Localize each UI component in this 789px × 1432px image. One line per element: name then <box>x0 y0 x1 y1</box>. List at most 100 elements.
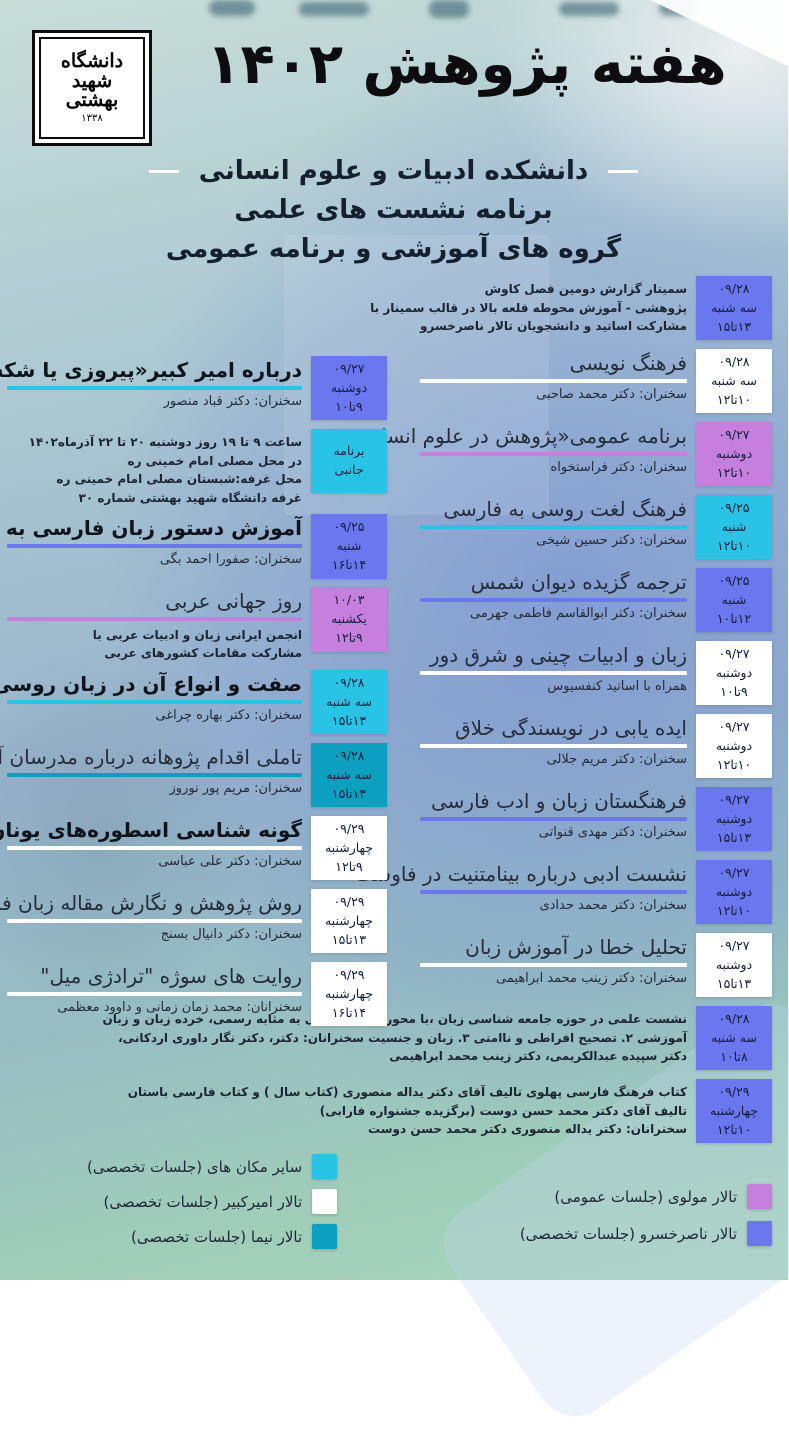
session-title: تحلیل خطا در آموزش زبان <box>466 935 688 959</box>
speaker-line: سخنران: دکتر زینب محمد ابراهیمی <box>497 971 688 986</box>
session-title: نشست ادبی درباره بینامتنیت در فاوست <box>355 862 688 886</box>
entry-body: نشست ادبی درباره بینامتنیت در فاوست سخنر… <box>355 860 688 913</box>
venue-underline <box>421 452 688 456</box>
session-entry: ۰۹/۲۷ دوشنبه ۹تا۱۰ زبان و ادبیات چینی و شر… <box>421 641 773 707</box>
entry-text-line: انجمن ایرانی زبان و ادبیات عربی با <box>93 627 303 642</box>
logo-year: ۱۳۳۸ <box>82 113 104 125</box>
entry-text-line: دکتر سپیده عبدالکریمی، دکتر زینب محمد اب… <box>390 1049 688 1064</box>
badge-line: ۰۹/۲۵ <box>719 573 751 588</box>
session-entry: ۱۰/۰۳ یکشنبه ۹تا۱۲ روز جهانی عربی انجمن ای… <box>8 587 388 663</box>
badge-line: ۰۹/۲۷ <box>334 361 366 376</box>
badge-line: ۱۴تا۱۶ <box>332 556 368 572</box>
badge-line: ۰۹/۲۸ <box>719 281 751 296</box>
badge-lines: برنامه جانبی <box>314 442 386 480</box>
badge-line: ۱۰تا۱۲ <box>717 537 753 553</box>
venue-underline <box>8 846 303 851</box>
badge-line: چهارشنبه <box>325 839 375 855</box>
session-title: روش پژوهش و نگارش مقاله زبان فرانسه <box>0 891 303 916</box>
badge-line: ۸تا۱۰ <box>721 1048 749 1064</box>
date-badge: ۰۹/۲۹ چهارشنبه ۱۴تا۱۶ <box>312 962 388 1027</box>
badge-line: ۰۹/۲۷ <box>719 792 751 807</box>
date-badge: ۰۹/۲۷ دوشنبه ۱۰تا۱۲ <box>697 422 773 487</box>
badge-lines: ۰۹/۲۵ شنبه ۱۴تا۱۶ <box>314 518 386 574</box>
badge-line: ۱۰تا۱۲ <box>717 391 753 407</box>
date-badge: ۰۹/۲۸ سه شنبه ۱۳تا۱۵ <box>312 743 388 808</box>
legend-item: تالار مولوی (جلسات عمومی) <box>555 1184 773 1209</box>
entry-text-line: کتاب فرهنگ فارسی پهلوی تالیف آقای دکتر ی… <box>128 1085 688 1099</box>
session-entry: ۰۹/۲۷ دوشنبه ۱۰تا۱۲ ایده یابی در نویسندگی … <box>421 714 773 780</box>
date-badge: برنامه جانبی <box>312 429 388 493</box>
legend-swatch-nima-hall <box>313 1224 339 1249</box>
subtitle-line-2: برنامه نشست های علمی <box>235 195 554 225</box>
date-badge: ۰۹/۲۵ شنبه ۱۰تا۱۲ <box>697 495 773 560</box>
badge-line: سه شنبه <box>327 693 373 709</box>
badge-line: ۹تا۱۰ <box>721 683 749 699</box>
entry-text-line: سخنرانان: دکتر یداله منصوری دکتر محمد حس… <box>369 1122 688 1137</box>
session-entry: ۰۹/۲۷ دوشنبه ۹تا۱۰ درباره امیر کبیر«پیروزی… <box>0 356 388 422</box>
dash-decoration <box>609 170 640 173</box>
entry-lines: ساعت ۹ تا ۱۹ روز دوشنبه ۲۰ تا ۲۲ آذرماه۱… <box>8 431 303 507</box>
date-badge: ۰۹/۲۷ دوشنبه ۱۰تا۱۲ <box>697 714 773 779</box>
session-title: ایده یابی در نویسندگی خلاق <box>456 716 688 740</box>
speaker-line: همراه با اساتید کنفسیوس <box>548 679 688 694</box>
session-title: فرهنگ لغت روسی به فارسی <box>444 497 688 521</box>
badge-line: دوشنبه <box>716 445 754 461</box>
session-entry: ۰۹/۲۷ دوشنبه ۱۰تا۱۲ برنامه عمومی«پژوهش در … <box>347 422 773 488</box>
subtitle-line-3: گروه های آموزشی و برنامه عمومی <box>166 234 623 264</box>
legend-swatch-naserkhosrow-hall <box>748 1221 773 1246</box>
legend-item: تالار امیرکبیر (جلسات تخصصی) <box>104 1189 339 1214</box>
badge-line: ۱۳تا۱۵ <box>332 712 368 728</box>
badge-line: ۱۳تا۱۵ <box>332 931 368 947</box>
badge-lines: ۰۹/۲۷ دوشنبه ۱۰تا۱۲ <box>699 718 771 774</box>
session-title: تاملی اقدام پژوهانه درباره مدرسان آزفا <box>0 745 303 770</box>
session-entry: ۰۹/۲۸ سه شنبه ۱۳تا۱۵ سمینار گزارش دومین فص… <box>371 276 773 342</box>
stage-light-blob <box>210 0 256 16</box>
venue-underline <box>421 379 688 383</box>
logo-text: شهید <box>72 69 114 92</box>
date-badge: ۰۹/۲۹ چهارشنبه ۱۳تا۱۵ <box>312 889 388 954</box>
speaker-line: سخنران: دکتر حسین شیخی <box>537 532 688 548</box>
badge-line: ۰۹/۲۸ <box>719 354 751 369</box>
badge-line: چهارشنبه <box>325 985 375 1001</box>
session-entry: ۰۹/۲۹ چهارشنبه ۱۴تا۱۶ روایت های سوژه "تراد… <box>8 962 388 1028</box>
badge-line: دوشنبه <box>716 810 754 826</box>
session-title: آموزش دستور زبان فارسی به غیر فارسی زبان… <box>0 516 303 541</box>
session-entry: ۰۹/۲۵ شنبه ۱۴تا۱۶ آموزش دستور زبان فارسی ب… <box>0 514 388 580</box>
session-entry: ۰۹/۲۹ چهارشنبه ۱۰تا۱۲ کتاب فرهنگ فارسی پهل… <box>128 1079 773 1145</box>
legend-swatch-molavi-hall <box>748 1184 773 1209</box>
entry-text-line: مشارکت اساتید و دانشجویان تالار ناصرخسرو <box>421 319 688 334</box>
entry-body: روز جهانی عربی انجمن ایرانی زبان و ادبیا… <box>8 587 303 663</box>
venue-underline <box>8 919 303 924</box>
venue-underline <box>421 671 688 675</box>
badge-line: سه شنبه <box>712 299 758 315</box>
speaker-line: سخنران: دکتر محمد صاحبی <box>537 387 688 402</box>
entry-body: فرهنگ لغت روسی به فارسی سخنران: دکتر حسی… <box>421 495 688 548</box>
date-badge: ۰۹/۲۹ چهارشنبه ۹تا۱۲ <box>312 816 388 881</box>
entry-text-line: محل غرفه:شبستان مصلی امام خمینی ره <box>57 472 303 487</box>
badge-line: ۰۹/۲۵ <box>719 500 751 515</box>
entry-body: درباره امیر کبیر«پیروزی یا شکست قاجاریه»… <box>0 356 303 409</box>
session-entry: ۰۹/۲۷ دوشنبه ۱۳تا۱۵ تحلیل خطا در آموزش زبا… <box>421 933 773 999</box>
session-entry: برنامه جانبی ساعت ۹ تا ۱۹ روز دوشنبه ۲۰ ت… <box>8 429 388 507</box>
date-badge: ۰۹/۲۸ سه شنبه ۱۳تا۱۵ <box>312 670 388 735</box>
venue-underline <box>421 817 688 821</box>
badge-lines: ۰۹/۲۸ سه شنبه ۸تا۱۰ <box>699 1010 771 1066</box>
badge-lines: ۰۹/۲۷ دوشنبه ۹تا۱۰ <box>699 645 771 701</box>
badge-lines: ۰۹/۲۸ سه شنبه ۱۰تا۱۲ <box>699 353 771 409</box>
badge-line: ۹تا۱۲ <box>336 858 364 874</box>
badge-line: سه شنبه <box>327 766 373 782</box>
badge-lines: ۰۹/۲۹ چهارشنبه ۹تا۱۲ <box>314 820 386 876</box>
entry-text-line: در محل مصلی امام خمینی ره <box>128 453 303 468</box>
date-badge: ۱۰/۰۳ یکشنبه ۹تا۱۲ <box>312 587 388 652</box>
badge-lines: ۰۹/۲۷ دوشنبه ۹تا۱۰ <box>314 360 386 416</box>
badge-lines: ۱۰/۰۳ یکشنبه ۹تا۱۲ <box>314 591 386 647</box>
badge-line: ۰۹/۲۵ <box>334 519 366 535</box>
badge-line: ۰۹/۲۷ <box>719 938 751 953</box>
badge-line: ۰۹/۲۷ <box>719 427 751 442</box>
badge-lines: ۰۹/۲۹ چهارشنبه ۱۳تا۱۵ <box>314 893 386 949</box>
subtitle-line-1: دانشکده ادبیات و علوم انسانی <box>60 152 729 191</box>
entry-body: ساعت ۹ تا ۱۹ روز دوشنبه ۲۰ تا ۲۲ آذرماه۱… <box>8 429 303 507</box>
session-title: برنامه عمومی«پژوهش در علوم انسانی» <box>347 424 688 448</box>
badge-line: چهارشنبه <box>710 1102 760 1118</box>
